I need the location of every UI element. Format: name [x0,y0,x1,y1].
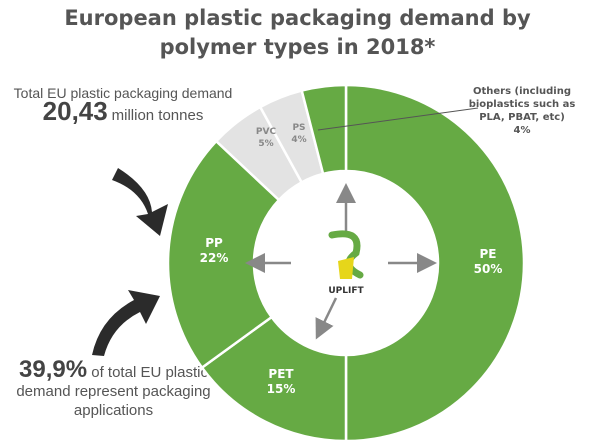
donut-slices [166,83,526,443]
total-demand-unit: million tonnes [111,107,204,124]
slice-pet [200,315,348,443]
slice-label-others: Others (including bioplastics such as PLA,… [469,86,576,136]
logo-bottle-icon [338,257,354,279]
total-demand-value: 20,43 [42,96,108,126]
slice-pe [344,83,526,443]
total-demand-note: Total EU plastic packaging demand 20,43 … [8,84,238,125]
callout-arrow-top [112,168,168,236]
center-arrows [245,183,437,340]
slice-label-pet: PET 15% [267,367,296,396]
callout-arrows [92,168,168,356]
slice-label-ps: PS 4% [291,123,306,145]
chart-title-line2: polymer types in 2018* [159,35,436,59]
packaging-share-note: 39,9% of total EU plastic demand represe… [6,358,221,420]
callout-arrow-bottom [92,290,160,356]
chart-title: European plastic packaging demand by pol… [0,4,595,62]
total-demand-label: Total EU plastic packaging demand [13,85,233,101]
slice-label-pe: PE 50% [474,247,503,276]
chart-title-line1: European plastic packaging demand by [64,6,531,30]
others-leader-line [317,107,479,131]
slice-label-pvc: PVC 5% [256,127,277,149]
logo-text: UPLIFT [328,286,364,296]
center-arrow [315,297,338,340]
packaging-share-value: 39,9% [19,356,88,383]
uplift-logo: UPLIFT [328,230,364,296]
packaging-share-text: of total EU plastic demand represent pac… [16,364,211,419]
slice-label-pp: PP 22% [200,236,229,265]
slice-labels: PE 50% PET 15% PP 22% PVC 5% PS 4% Others (includi… [200,86,576,396]
slice-pp [166,139,281,370]
